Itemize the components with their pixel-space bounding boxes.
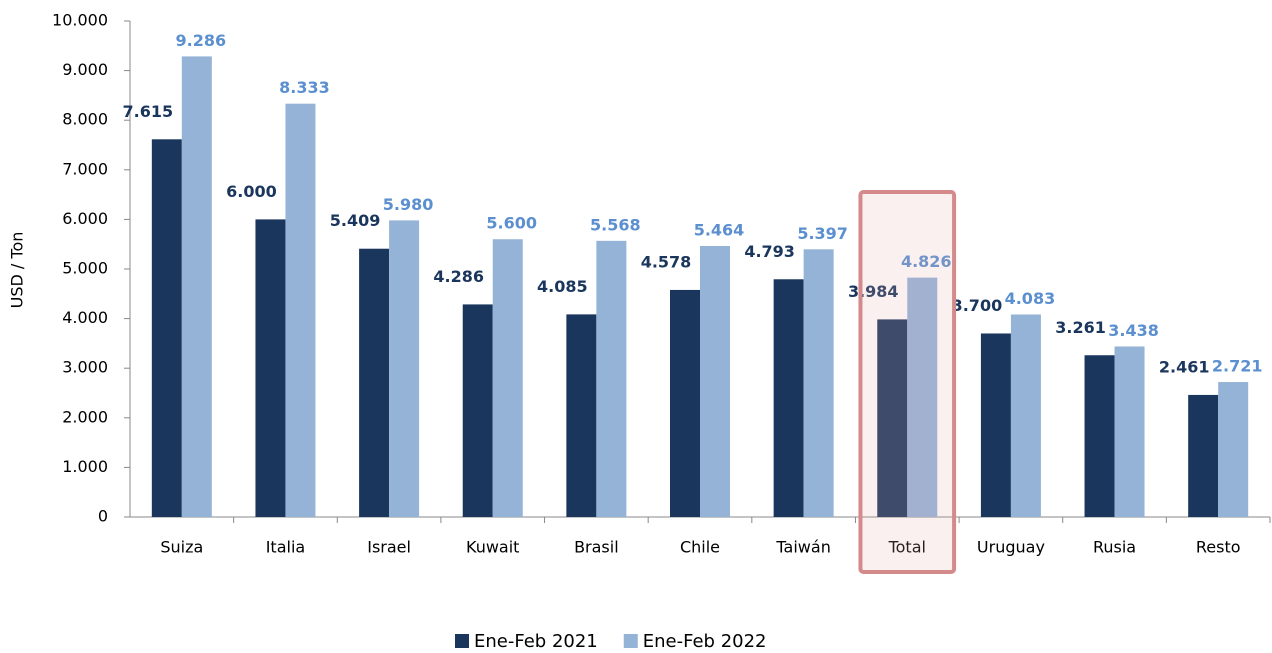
y-tick-label: 9.000 <box>62 60 108 79</box>
x-tick-label: Taiwán <box>775 538 830 557</box>
y-tick-label: 5.000 <box>62 259 108 278</box>
value-label: 3.700 <box>952 296 1003 315</box>
y-tick-label: 0 <box>98 507 108 526</box>
bar <box>907 277 938 517</box>
value-label: 5.409 <box>330 211 381 230</box>
legend-label: Ene-Feb 2021 <box>474 631 598 652</box>
bar <box>700 245 730 517</box>
y-tick-label: 2.000 <box>62 407 108 426</box>
bar <box>462 304 493 517</box>
value-label: 4.826 <box>901 252 952 271</box>
value-label: 8.333 <box>279 78 330 97</box>
value-label: 5.980 <box>383 195 434 214</box>
y-tick-label: 10.000 <box>52 11 108 30</box>
x-tick-label: Israel <box>367 538 411 557</box>
value-label: 5.464 <box>694 220 745 239</box>
x-tick-label: Suiza <box>160 538 203 557</box>
bar <box>492 239 523 518</box>
value-label: 2.461 <box>1159 357 1210 376</box>
x-tick-label: Chile <box>680 538 720 557</box>
value-label: 4.793 <box>744 242 795 261</box>
y-tick-label: 1.000 <box>62 457 108 476</box>
y-tick-label: 3.000 <box>62 358 108 377</box>
value-label: 4.286 <box>433 267 484 286</box>
value-label: 9.286 <box>176 31 227 50</box>
bar <box>285 103 316 517</box>
bar <box>1114 346 1145 517</box>
value-label: 7.615 <box>123 102 174 121</box>
y-tick-label: 7.000 <box>62 159 108 178</box>
legend-swatch <box>623 634 638 648</box>
bar <box>1218 382 1249 517</box>
bar <box>980 333 1011 517</box>
y-axis-label: USD / Ton <box>8 232 27 309</box>
bar <box>389 220 420 517</box>
bar <box>255 219 286 517</box>
x-tick-label: Uruguay <box>977 538 1045 557</box>
x-tick-label: Italia <box>266 538 306 557</box>
x-tick-label: Resto <box>1196 538 1241 557</box>
bar <box>181 56 212 517</box>
highlight-box <box>858 190 957 574</box>
bar <box>803 249 834 517</box>
bar <box>1188 394 1219 517</box>
value-label: 3.438 <box>1108 321 1159 340</box>
y-tick-label: 8.000 <box>62 110 108 129</box>
value-label: 3.261 <box>1055 318 1106 337</box>
bar <box>1010 314 1041 517</box>
x-tick-label: Rusia <box>1093 538 1136 557</box>
x-tick-label: Kuwait <box>466 538 519 557</box>
bar <box>670 289 700 517</box>
legend-label: Ene-Feb 2022 <box>643 631 767 652</box>
x-tick-label: Brasil <box>574 538 619 557</box>
value-label: 5.397 <box>797 224 848 243</box>
bar <box>566 314 597 517</box>
bar <box>1084 355 1115 517</box>
value-label: 4.578 <box>641 252 692 271</box>
value-label: 4.083 <box>1005 289 1056 308</box>
bar <box>359 248 390 517</box>
bar <box>877 319 908 517</box>
value-label: 2.721 <box>1212 357 1263 376</box>
y-tick-label: 4.000 <box>62 308 108 327</box>
x-tick-label: Total <box>888 538 926 557</box>
value-label: 5.600 <box>486 214 537 233</box>
bar <box>596 240 627 517</box>
legend-swatch <box>455 634 469 648</box>
y-tick-label: 6.000 <box>62 209 108 228</box>
value-label: 5.568 <box>590 215 641 234</box>
bar <box>151 139 182 517</box>
bar <box>773 279 804 517</box>
value-label: 4.085 <box>537 277 588 296</box>
value-label: 6.000 <box>226 182 277 201</box>
